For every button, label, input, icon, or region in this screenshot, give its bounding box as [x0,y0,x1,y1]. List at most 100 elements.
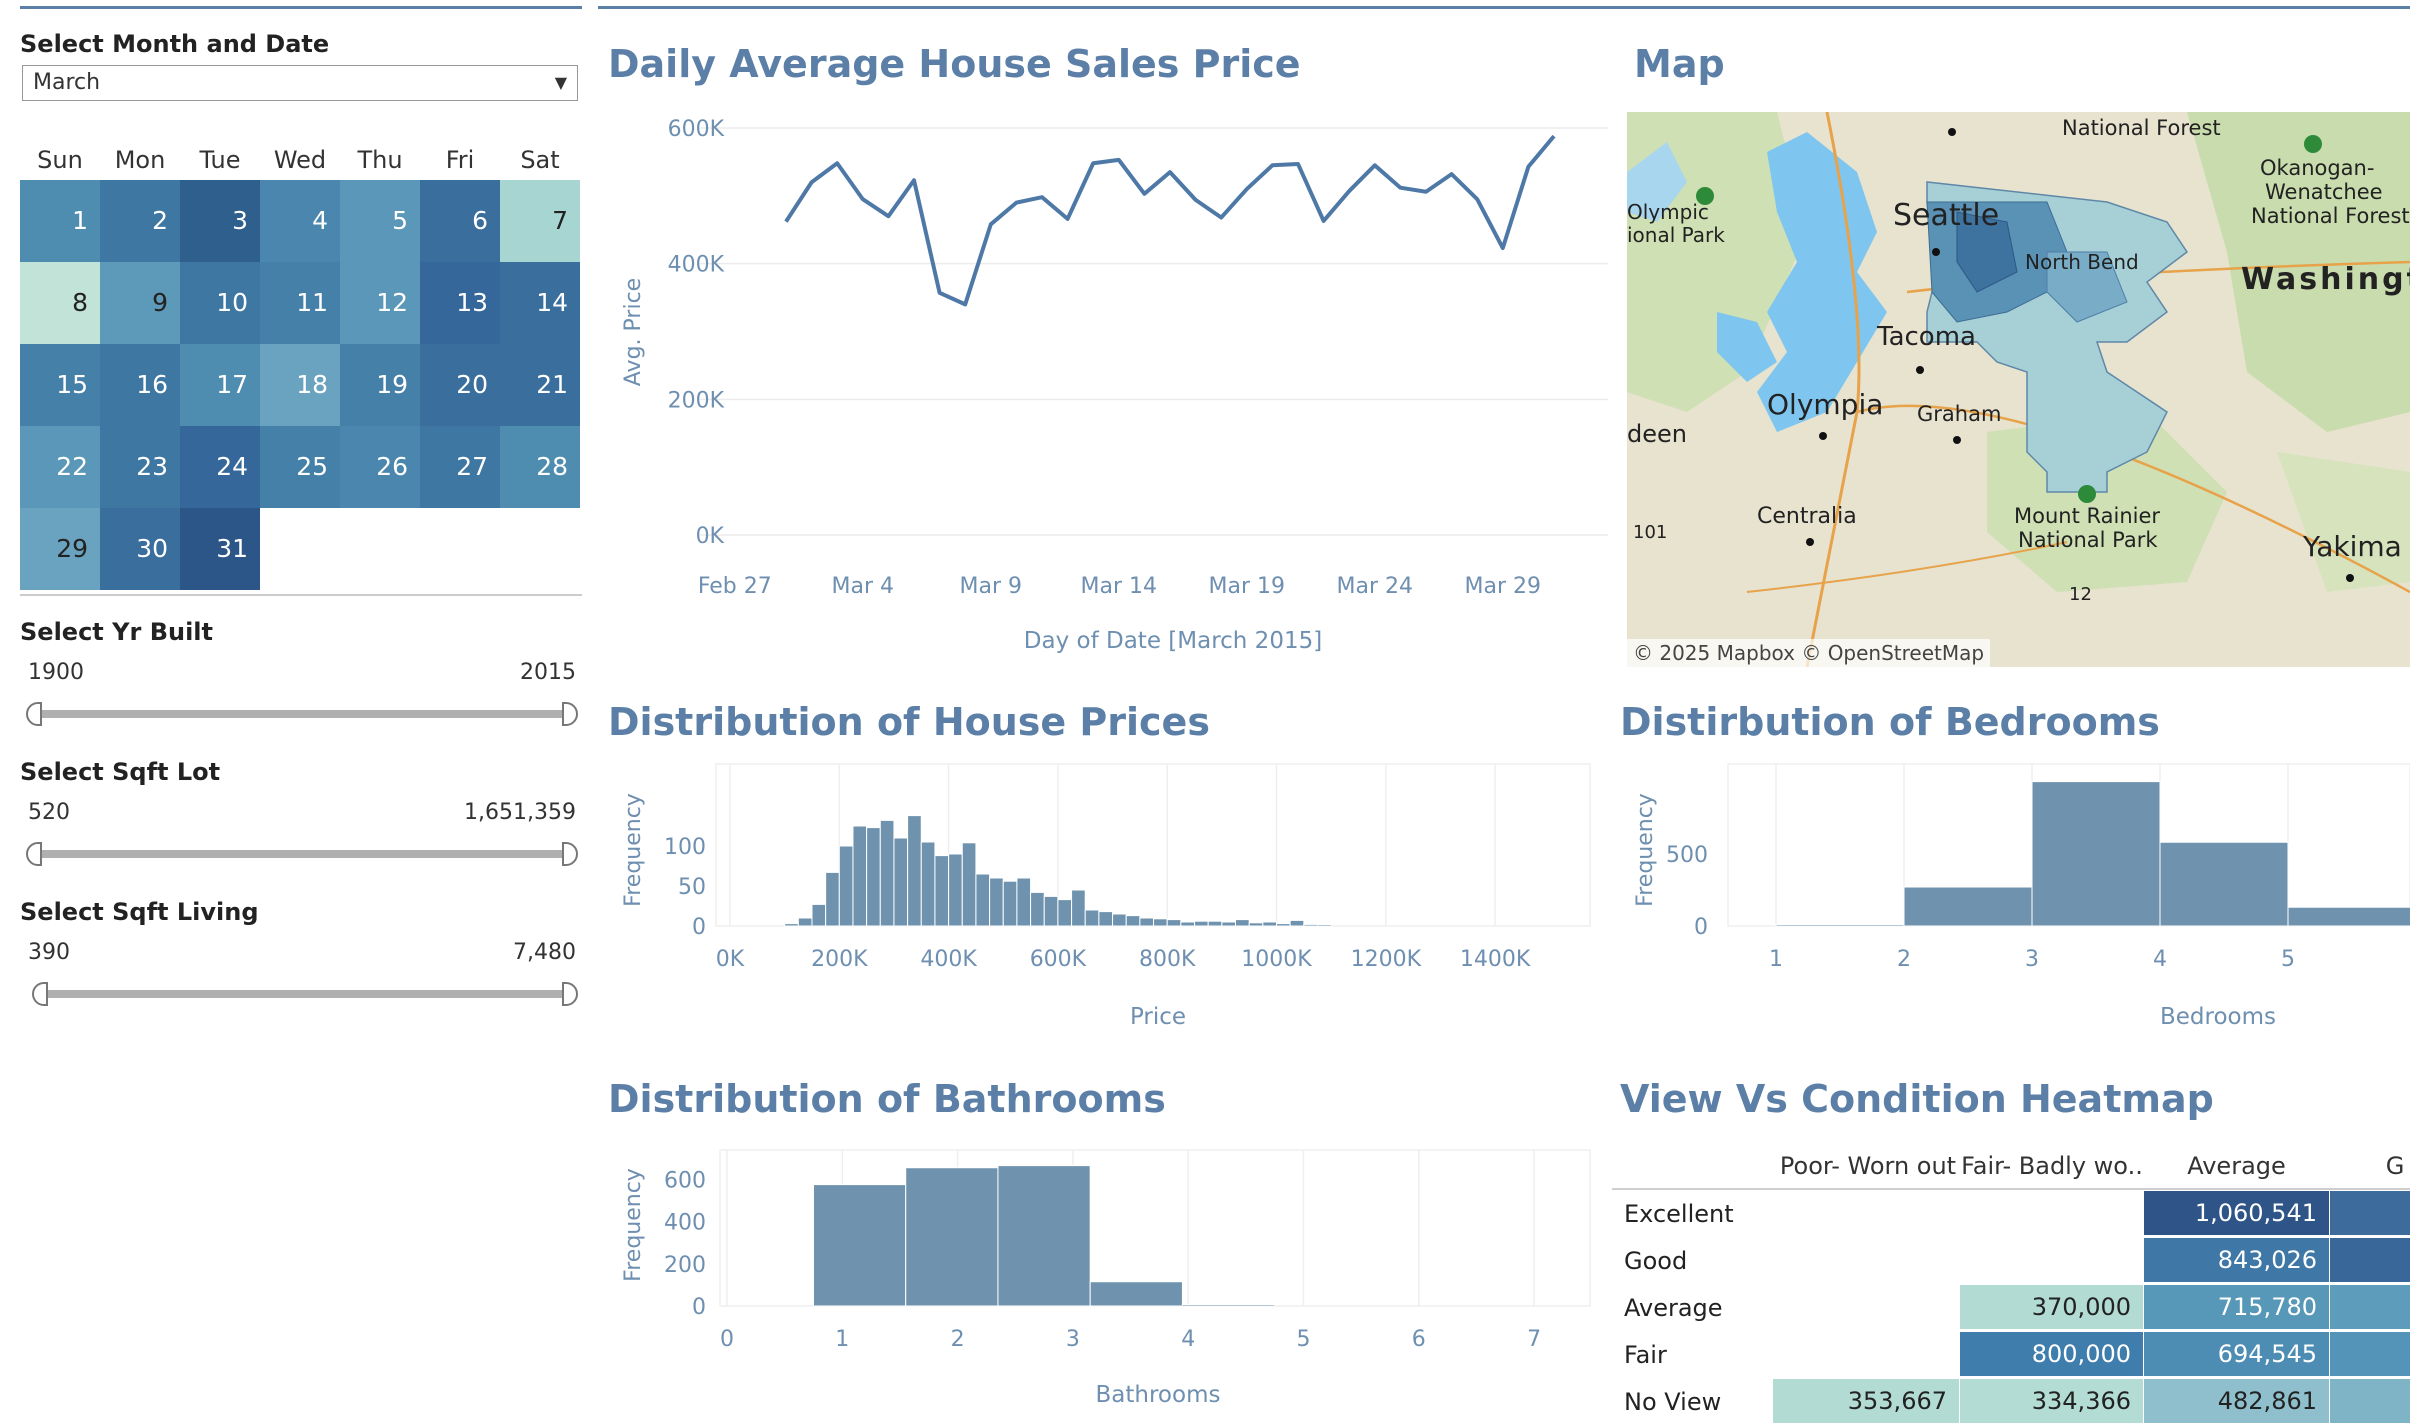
calendar-day-8[interactable]: 8 [20,262,100,344]
calendar-day-14[interactable]: 14 [500,262,580,344]
yr-built-slider-track[interactable] [32,710,572,718]
price-histogram-x-tick: 200K [811,947,868,972]
price-histogram-bar [798,918,812,926]
calendar-day-30[interactable]: 30 [100,508,180,590]
bedrooms-histogram-y-tick: 500 [1666,843,1708,868]
bedrooms-histogram-bar [2160,842,2288,926]
line-chart-y-axis-label: Avg. Price [621,278,646,386]
calendar-day-15[interactable]: 15 [20,344,100,426]
calendar-day-18[interactable]: 18 [260,344,340,426]
price-histogram-bar [1113,914,1127,926]
calendar-day-5[interactable]: 5 [340,180,420,262]
calendar-day-17[interactable]: 17 [180,344,260,426]
calendar-day-7[interactable]: 7 [500,180,580,262]
calendar-day-9[interactable]: 9 [100,262,180,344]
heatmap-row-label: Fair [1624,1341,1667,1369]
price-histogram-bar [1044,896,1058,926]
bedrooms-histogram-x-tick: 5 [2281,947,2295,972]
heatmap-cell [2330,1238,2410,1282]
map-label-north-bend: North Bend [2025,250,2139,274]
sqft-lot-max-handle[interactable] [562,842,578,866]
calendar-day-25[interactable]: 25 [260,426,340,508]
month-dropdown[interactable]: March ▼ [22,65,578,101]
calendar-day-19[interactable]: 19 [340,344,420,426]
bathrooms-histogram-x-tick: 6 [1412,1327,1426,1352]
calendar-day-1[interactable]: 1 [20,180,100,262]
sqft-living-min-handle[interactable] [32,982,48,1006]
calendar-day-26[interactable]: 26 [340,426,420,508]
weekday-label-fri: Fri [420,146,500,174]
heatmap-cell: 370,000 [1960,1285,2143,1329]
price-histogram-bar [1263,922,1277,926]
sqft-lot-min-handle[interactable] [26,842,42,866]
price-histogram-bar [1058,900,1072,926]
calendar-day-31[interactable]: 31 [180,508,260,590]
sqft-living-max-handle[interactable] [562,982,578,1006]
calendar-day-29[interactable]: 29 [20,508,100,590]
map-label-national-forest: National Forest [2062,116,2221,140]
weekday-label-sun: Sun [20,146,100,174]
map-label-olympia: Olympia [1767,388,1883,421]
calendar-day-3[interactable]: 3 [180,180,260,262]
price-histogram-bar [935,856,949,926]
calendar-day-28[interactable]: 28 [500,426,580,508]
map-attribution[interactable]: © 2025 Mapbox © OpenStreetMap [1627,639,1990,667]
weekday-label-mon: Mon [100,146,180,174]
chevron-down-icon[interactable]: ▼ [555,66,567,100]
map-label-mount-rainier: Mount Rainier [2014,504,2160,528]
heatmap-column-header: Poor- Worn out [1773,1152,1963,1180]
calendar-day-20[interactable]: 20 [420,344,500,426]
yr-built-max-handle[interactable] [562,702,578,726]
price-histogram-x-tick: 1200K [1351,947,1422,972]
heatmap-header-divider [1612,1188,2410,1190]
yr-built-filter-title: Select Yr Built [20,618,213,646]
line-chart-x-tick: Mar 14 [1081,574,1158,599]
price-histogram-bar [921,842,935,926]
calendar-day-22[interactable]: 22 [20,426,100,508]
weekday-label-tue: Tue [180,146,260,174]
calendar-day-16[interactable]: 16 [100,344,180,426]
left-panel-top-rule [20,6,582,9]
calendar-day-11[interactable]: 11 [260,262,340,344]
heatmap-cell [2330,1379,2410,1423]
calendar-day-12[interactable]: 12 [340,262,420,344]
price-histogram-bar [1126,916,1140,926]
map-label-wenatchee: Wenatchee [2265,180,2383,204]
calendar-day-24[interactable]: 24 [180,426,260,508]
calendar-day-4[interactable]: 4 [260,180,340,262]
calendar-day-21[interactable]: 21 [500,344,580,426]
bathrooms-histogram-bar [998,1166,1090,1306]
yr-built-min-handle[interactable] [26,702,42,726]
heatmap-row-label: Good [1624,1247,1687,1275]
bathrooms-histogram-x-tick: 5 [1297,1327,1311,1352]
heatmap-cell: 334,366 [1960,1379,2143,1423]
price-histogram-bar [1222,922,1236,926]
calendar-day-6[interactable]: 6 [420,180,500,262]
calendar-day-13[interactable]: 13 [420,262,500,344]
sqft-living-slider-track[interactable] [36,990,572,998]
sqft-lot-slider-track[interactable] [32,850,572,858]
map-label-national-forest: National Forest [2251,204,2410,228]
calendar-divider [20,594,582,596]
bathrooms-histogram-bar [1182,1305,1274,1307]
price-histogram-bar [1154,919,1168,926]
map-label-washingt: Washingt [2241,262,2410,297]
price-histogram-bar [1290,920,1304,926]
bedrooms-histogram-bar [2288,907,2410,926]
calendar-day-27[interactable]: 27 [420,426,500,508]
calendar-day-10[interactable]: 10 [180,262,260,344]
weekday-label-sat: Sat [500,146,580,174]
price-histogram-bar [1208,921,1222,926]
map-label-101: 101 [1633,522,1667,543]
map-label-seattle: Seattle [1893,198,1999,233]
calendar-day-23[interactable]: 23 [100,426,180,508]
price-histogram-bar [1236,920,1250,926]
price-histogram-bar [812,904,826,926]
bathrooms-histogram-bar [813,1185,905,1306]
calendar-day-2[interactable]: 2 [100,180,180,262]
price-histogram-x-tick: 1000K [1241,947,1312,972]
map-label-centralia: Centralia [1757,504,1857,529]
